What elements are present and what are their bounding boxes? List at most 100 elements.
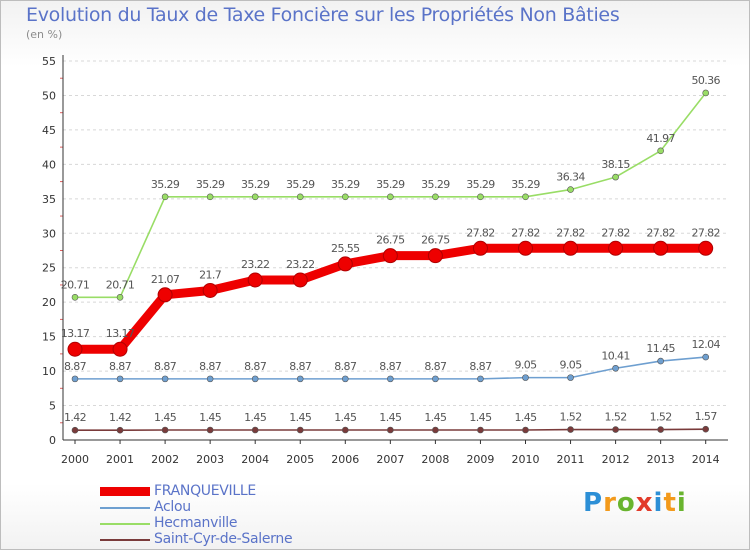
y-axis-unit: (en %) [26,28,63,41]
data-point [387,193,394,201]
data-point [427,248,443,264]
data-label: 8.87 [109,360,132,373]
x-tick-label: 2008 [421,453,449,466]
legend-label: Hecmanville [154,515,238,531]
data-point [296,375,304,383]
data-label: 25.55 [331,242,360,255]
data-point [522,193,529,201]
logo-letter: t [663,488,677,518]
series-layer [67,89,714,434]
data-label: 8.87 [154,360,177,373]
data-point [341,426,349,434]
data-label: 36.34 [556,171,585,184]
x-tick-label: 2003 [196,453,224,466]
data-point [472,240,488,256]
legend-swatch [100,539,150,541]
y-tick-label: 45 [42,124,56,137]
y-tick-label: 5 [49,400,56,413]
data-point [563,240,579,256]
data-point [612,426,619,433]
data-point [251,426,259,434]
data-label: 20.71 [106,278,135,291]
chart-title: Evolution du Taux de Taxe Foncière sur l… [26,4,620,26]
data-label: 10.41 [601,349,630,362]
data-point [432,193,439,201]
data-point [161,193,169,201]
data-label: 41.97 [646,132,675,145]
data-label: 1.45 [379,411,402,424]
data-label: 1.52 [560,411,582,424]
y-tick-label: 30 [42,227,56,240]
data-label: 26.75 [421,234,450,247]
data-point [477,193,484,201]
x-tick-label: 2014 [692,453,720,466]
data-point [206,193,214,201]
data-point [67,341,83,357]
logo-letter: i [653,488,664,518]
data-point [567,374,574,381]
y-tick-label: 20 [42,296,56,309]
data-point [612,364,619,372]
data-point [247,272,263,288]
data-point [432,375,439,383]
x-tick-label: 2009 [466,453,494,466]
data-point [206,375,214,383]
data-label: 8.87 [334,360,357,373]
data-point [653,240,669,256]
data-label: 1.42 [109,411,131,424]
data-point [112,341,128,357]
data-point [116,426,124,434]
grid-lines [63,60,728,407]
data-label: 21.7 [199,268,222,281]
data-label: 1.42 [64,411,86,424]
data-label: 23.22 [286,258,315,271]
data-point [296,426,304,434]
data-label: 21.07 [151,273,180,286]
x-tick-label: 2001 [106,453,134,466]
x-tick-label: 2005 [286,453,314,466]
data-label: 1.45 [154,411,177,424]
data-point [702,89,710,97]
logo-letter: o [616,488,636,518]
data-label: 1.45 [289,411,312,424]
data-label: 35.29 [286,178,315,191]
data-label: 1.52 [650,411,672,424]
data-label: 35.29 [331,178,360,191]
y-tick-label: 15 [42,331,56,344]
data-point [71,293,79,301]
data-label: 35.29 [376,178,405,191]
y-tick-label: 50 [42,89,56,102]
series-aclou [71,353,710,383]
x-tick-label: 2002 [151,453,179,466]
data-point [161,375,169,383]
legend-swatch [100,507,150,509]
data-label: 35.29 [196,178,225,191]
x-tick-label: 2012 [602,453,630,466]
x-tick-label: 2013 [647,453,675,466]
data-label: 27.82 [466,226,495,239]
y-tick-label: 55 [42,55,56,68]
data-label: 1.45 [334,411,357,424]
data-label: 11.45 [646,342,675,355]
data-point [157,287,173,303]
data-point [202,282,218,298]
x-tick-label: 2011 [557,453,585,466]
data-label: 1.45 [244,411,267,424]
data-label: 27.82 [646,226,675,239]
data-point [387,426,394,434]
data-point [251,375,259,383]
data-point [337,256,353,272]
data-point [296,193,304,201]
data-label: 27.82 [511,226,540,239]
logo-letter: P [583,488,604,518]
series-saint-cyr-de-salerne [71,425,710,434]
data-label: 20.71 [61,278,90,291]
data-point [657,147,664,155]
logo-letter: i [676,488,687,518]
data-label: 8.87 [289,360,312,373]
data-point [387,375,394,383]
data-label: 35.29 [466,178,495,191]
data-label: 1.45 [469,411,492,424]
x-tick-label: 2006 [331,453,359,466]
